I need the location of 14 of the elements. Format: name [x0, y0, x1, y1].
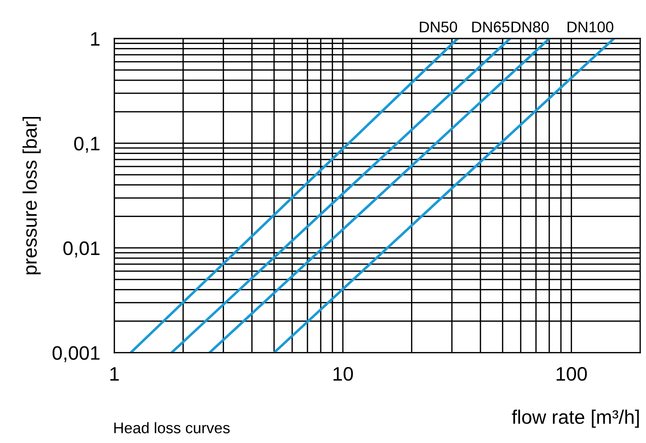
x-tick-label: 100 — [556, 367, 587, 381]
y-axis-title: pressure loss [bar] — [22, 116, 41, 274]
y-tick-label: 1 — [91, 32, 100, 46]
x-tick-label: 1 — [110, 367, 119, 381]
y-tick-label: 0,1 — [74, 136, 100, 153]
series-label: DN80 — [512, 22, 549, 32]
x-tick-label: 10 — [334, 367, 353, 381]
y-tick-label: 0,01 — [63, 241, 100, 258]
series-label: DN100 — [568, 22, 614, 32]
text: Head loss curves — [114, 422, 230, 434]
series-label: DN65 — [472, 22, 510, 32]
y-tick-label: 0,001 — [52, 346, 100, 362]
x-axis-title: flow rate [m³/h] — [512, 410, 639, 428]
series-label: DN50 — [420, 22, 458, 32]
